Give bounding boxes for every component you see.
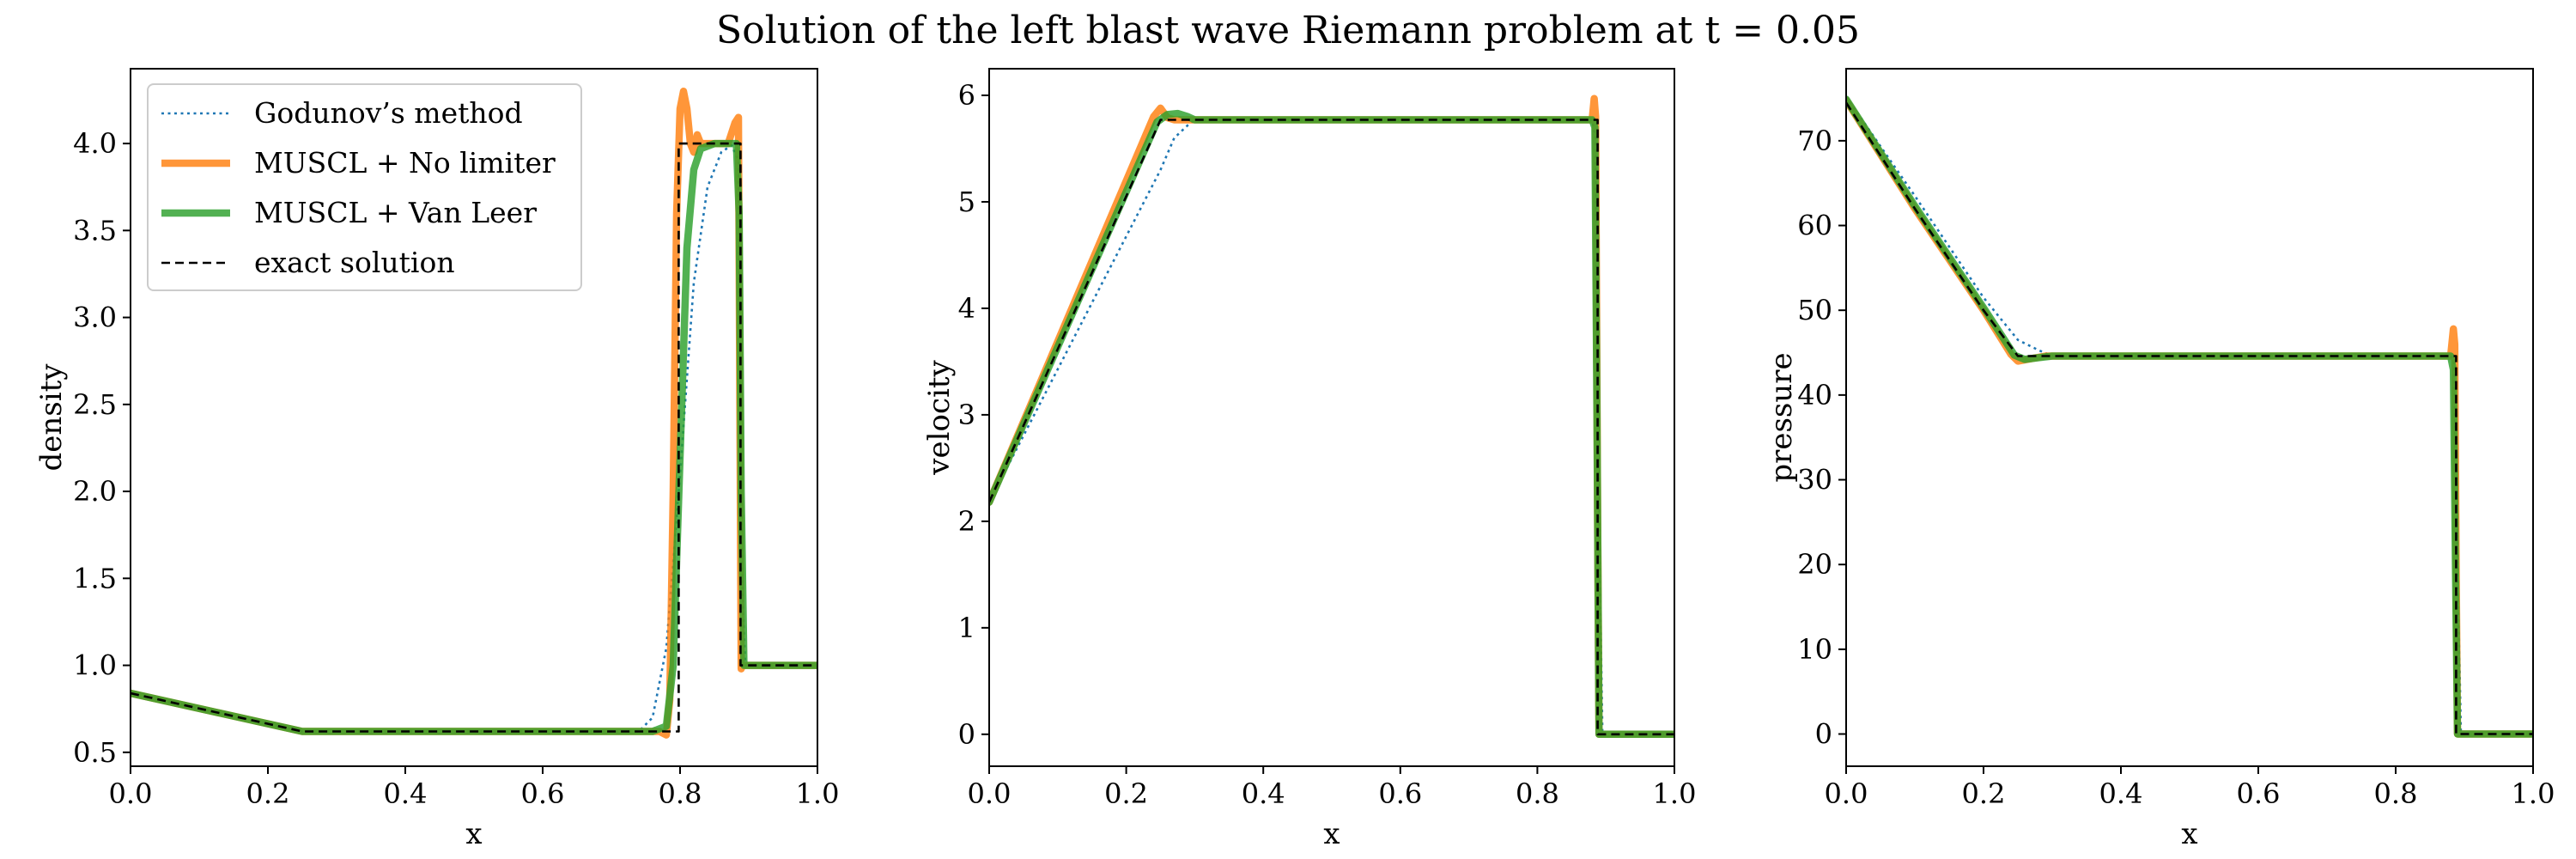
figure-title: Solution of the left blast wave Riemann … [716,9,1860,52]
series-line-muscl-van-leer [131,139,817,735]
legend-label: Godunov’s method [254,96,523,130]
x-tick-label: 0.2 [1104,777,1148,810]
axes-frame [130,68,818,767]
x-tick-label: 0.8 [1516,777,1559,810]
y-tick-label: 0 [1815,718,1832,751]
y-tick-label: 70 [1797,125,1832,157]
y-tick-label: 2.0 [73,475,117,508]
y-tick-label: 10 [1797,633,1832,666]
y-tick-label: 2 [958,505,975,538]
panels: 0.0 0.2 0.4 0.6 0.8 1.0 0.5 1.0 1.5 2.0 2.5 3.0 3.5 4… [34,68,2555,851]
y-axis-label: density [34,363,69,472]
chart-panel-3: 0.0 0.2 0.4 0.6 0.8 1.0 0 10 20 30 40 50 60 70 x pressu… [1765,68,2555,851]
y-tick-label: 0.5 [73,736,117,769]
chart-panel-2: 0.0 0.2 0.4 0.6 0.8 1.0 0 1 2 3 4 5 6 x velocity [922,68,1697,851]
x-tick-label: 0.2 [246,777,290,810]
y-tick-label: 60 [1797,210,1832,242]
series-group [131,88,817,739]
x-tick-label: 0.8 [2374,777,2418,810]
x-axis-label: x [1323,817,1340,851]
y-tick-label: 3 [958,399,975,431]
y-tick-label: 1.0 [73,649,117,682]
x-tick-label: 0.8 [659,777,702,810]
x-tick-label: 0.0 [1825,777,1868,810]
y-tick-label: 50 [1797,294,1832,326]
x-tick-label: 1.0 [1653,777,1697,810]
x-tick-label: 1.0 [796,777,840,810]
y-tick-label: 3.5 [73,214,117,247]
y-tick-label: 1 [958,612,975,644]
y-tick-label: 5 [958,186,975,218]
y-tick-label: 20 [1797,548,1832,581]
x-axis-label: x [465,817,482,851]
legend-label: MUSCL + No limiter [254,146,556,180]
x-tick-label: 0.6 [2237,777,2281,810]
y-tick-label: 4 [958,292,975,325]
y-tick-label: 40 [1797,379,1832,411]
chart-panel-1: 0.0 0.2 0.4 0.6 0.8 1.0 0.5 1.0 1.5 2.0 2.5 3.0 3.5 4… [34,68,840,851]
series-line-exact-solution [131,142,817,733]
x-tick-label: 0.0 [968,777,1012,810]
y-tick-label: 0 [958,718,975,751]
series-line-exact-solution [989,119,1674,736]
y-tick-label: 3.0 [73,302,117,334]
y-tick-label: 1.5 [73,562,117,594]
x-tick-label: 0.0 [109,777,153,810]
legend-label: MUSCL + Van Leer [254,196,537,229]
x-tick-label: 0.4 [1242,777,1285,810]
legend-label: exact solution [254,246,455,279]
x-tick-label: 0.6 [1378,777,1422,810]
x-tick-label: 1.0 [2512,777,2555,810]
y-tick-label: 6 [958,79,975,112]
axes-frame [988,68,1675,767]
series-line-exact-solution [1846,101,2533,735]
x-tick-label: 0.6 [521,777,565,810]
y-tick-label: 30 [1797,464,1832,497]
axes-frame [1845,68,2534,767]
y-axis-label: pressure [1765,352,1799,482]
x-axis-label: x [2181,817,2197,851]
x-tick-label: 0.4 [384,777,428,810]
series-group [989,94,1674,739]
y-tick-label: 4.0 [73,127,117,160]
y-tick-label: 2.5 [73,388,117,421]
legend: Godunov’s method MUSCL + No limiter MUSCL … [147,83,582,291]
x-tick-label: 0.2 [1962,777,2006,810]
y-axis-label: velocity [922,359,957,475]
series-group [1846,95,2533,738]
legend-box [147,83,582,291]
x-tick-label: 0.4 [2099,777,2143,810]
